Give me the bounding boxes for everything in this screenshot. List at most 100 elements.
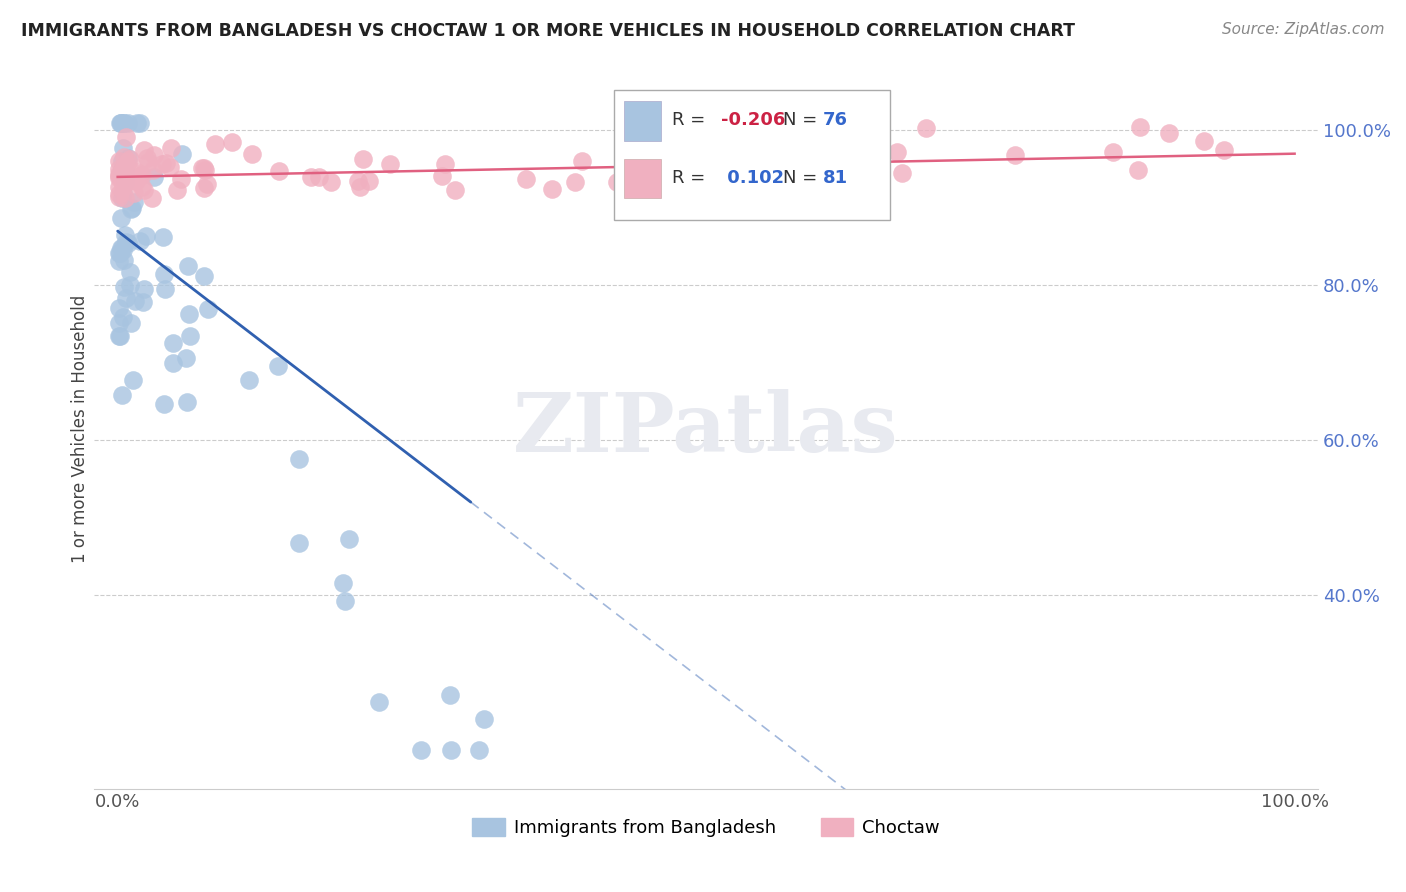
Point [193, 161, 215, 176]
Point [108, 153, 131, 168]
Point [349, 179, 371, 194]
Point [110, 241, 132, 255]
Point [346, 174, 368, 188]
Point [112, 280, 135, 294]
Point [118, 265, 141, 279]
Point [108, 246, 131, 260]
Point [108, 161, 131, 176]
Point [114, 191, 136, 205]
Point [141, 191, 163, 205]
Point [121, 201, 143, 215]
Point [170, 172, 193, 186]
Point [238, 373, 260, 387]
Point [1128, 163, 1150, 178]
FancyBboxPatch shape [614, 90, 890, 219]
Point [308, 170, 330, 185]
Point [352, 152, 374, 166]
Point [120, 202, 142, 216]
Point [108, 329, 131, 343]
Point [118, 277, 141, 292]
Point [152, 230, 174, 244]
Point [411, 743, 433, 757]
Point [122, 186, 145, 200]
Point [114, 149, 136, 163]
Point [114, 176, 136, 190]
Point [288, 452, 311, 467]
Point [125, 116, 148, 130]
Point [335, 594, 357, 608]
Point [108, 190, 131, 204]
Point [108, 301, 131, 315]
Point [153, 267, 176, 281]
Point [150, 157, 173, 171]
Point [110, 116, 132, 130]
Point [769, 131, 792, 145]
Text: ZIPatlas: ZIPatlas [513, 389, 898, 468]
Point [111, 180, 134, 194]
Point [174, 351, 197, 365]
Text: R =: R = [672, 169, 711, 187]
Text: R =: R = [672, 112, 711, 129]
Point [132, 183, 155, 197]
Point [138, 154, 160, 169]
Point [197, 301, 219, 316]
Point [112, 310, 135, 325]
Point [118, 174, 141, 188]
Point [1102, 145, 1125, 159]
Point [115, 292, 138, 306]
Text: N =: N = [783, 112, 824, 129]
Y-axis label: 1 or more Vehicles in Household: 1 or more Vehicles in Household [72, 294, 89, 563]
Point [114, 228, 136, 243]
Text: N =: N = [783, 169, 824, 187]
Point [110, 116, 132, 130]
Point [114, 164, 136, 178]
Text: -0.206: -0.206 [721, 112, 785, 129]
Point [444, 183, 467, 197]
Point [134, 143, 156, 157]
Point [134, 282, 156, 296]
Point [221, 135, 243, 149]
Point [564, 174, 586, 188]
Text: 81: 81 [823, 169, 848, 187]
Point [835, 144, 858, 158]
Point [288, 536, 311, 550]
Point [129, 116, 152, 130]
Point [433, 157, 456, 171]
Point [108, 170, 131, 185]
Point [129, 235, 152, 249]
Text: IMMIGRANTS FROM BANGLADESH VS CHOCTAW 1 OR MORE VEHICLES IN HOUSEHOLD CORRELATIO: IMMIGRANTS FROM BANGLADESH VS CHOCTAW 1 … [21, 22, 1076, 40]
Point [204, 137, 226, 152]
Point [1129, 120, 1152, 134]
Point [112, 163, 135, 178]
Point [738, 133, 761, 147]
Point [135, 229, 157, 244]
Point [117, 151, 139, 165]
Point [131, 169, 153, 183]
Point [162, 356, 184, 370]
Point [112, 116, 135, 130]
Point [111, 162, 134, 177]
Point [117, 236, 139, 251]
Point [108, 116, 131, 130]
Point [190, 161, 212, 176]
FancyBboxPatch shape [624, 101, 661, 141]
Point [143, 148, 166, 162]
Point [155, 156, 177, 170]
Point [111, 388, 134, 402]
Point [430, 169, 453, 184]
Point [337, 532, 360, 546]
Point [108, 168, 131, 182]
Point [108, 329, 131, 343]
Point [474, 713, 496, 727]
Point [129, 169, 152, 183]
Point [136, 151, 159, 165]
Point [170, 146, 193, 161]
Point [240, 147, 263, 161]
FancyBboxPatch shape [624, 159, 661, 198]
Point [108, 180, 131, 194]
Point [177, 259, 200, 273]
Point [117, 154, 139, 169]
Point [359, 174, 381, 188]
Point [440, 743, 463, 757]
Point [112, 186, 135, 200]
